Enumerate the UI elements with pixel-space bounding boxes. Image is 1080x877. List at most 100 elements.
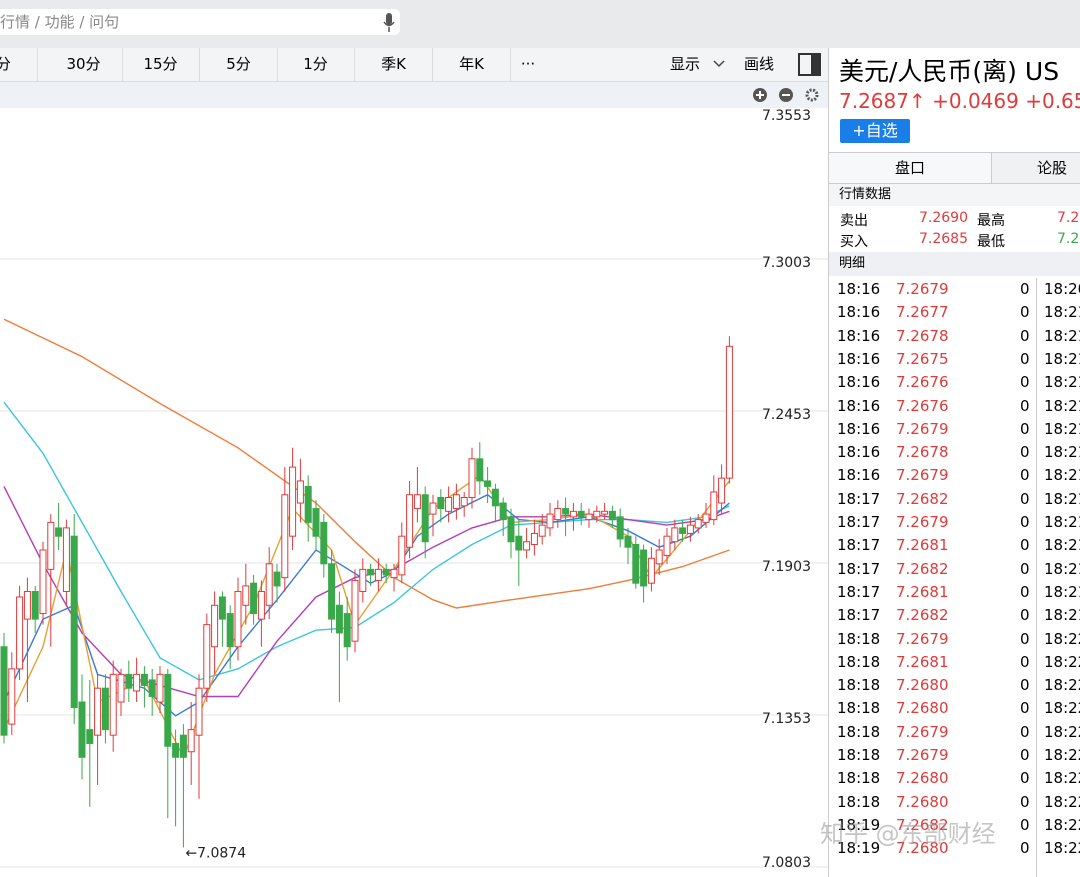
trade-volume: 0 [1020,676,1030,695]
trade-time: 18:21 [1044,443,1080,462]
candle-body [16,596,24,670]
period-tab[interactable]: 15分 [122,48,200,81]
candle-body [460,497,468,507]
trade-time: 18:18 [837,792,881,811]
trade-time: 18:21 [1044,513,1080,531]
period-tab[interactable]: ··· [520,55,536,73]
candle-body [367,568,375,576]
mic-icon[interactable] [382,12,396,34]
candle-body [491,488,499,507]
candle-body [452,494,460,510]
trade-time: 18:17 [837,582,881,601]
trade-time: 18:22 [1044,676,1080,695]
candle-body [31,590,39,620]
candle-body [663,535,671,557]
candle-body [250,582,258,615]
period-tab[interactable]: 30分 [45,48,123,81]
chevron [713,60,725,68]
name: 美元/人民币(离) [839,57,1017,86]
y-tick-label: 7.2453 [762,407,811,423]
candle-body [476,458,484,482]
trade-time: 18:16 [837,303,881,322]
candle-body [273,571,281,587]
candle-body [179,734,187,758]
price: 7.2687↑ [839,89,926,113]
trade-volume: 0 [1020,629,1030,648]
trade-time: 18:18 [837,769,881,788]
trade-price: 7.2681 [896,582,949,601]
display-menu[interactable]: 显示 [670,55,701,73]
trade-time: 18:21 [1044,466,1080,485]
code: US [1024,57,1060,86]
candle-body [640,549,648,587]
price-line: 7.2687↑ +0.0469 +0.65% [839,89,1080,113]
tab[interactable]: 盘口 [829,153,992,183]
quote-label: 最低 [977,234,1005,250]
divider [1036,278,1037,877]
trade-price: 7.2679 [896,513,949,531]
trade-volume: 0 [1020,792,1030,811]
trade-volume: 0 [1020,349,1030,368]
trade-time: 18:22 [1044,769,1080,788]
trade-volume: 0 [1020,582,1030,601]
candle-body [242,585,250,606]
y-tick-label: 7.0803 [762,855,811,871]
panel-toggle[interactable] [798,53,822,77]
candle-body [421,494,429,543]
candle-body [554,508,562,521]
trade-price: 7.2679 [896,280,949,298]
trade-time: 18:21 [1044,489,1080,508]
search-box[interactable]: 行情 / 功能 / 问句 [0,9,400,35]
zoom-icons[interactable] [752,86,822,104]
candle-body [281,494,289,579]
candle-body [312,508,320,537]
trade-time: 18:16 [837,326,881,345]
instrument-name: 美元/人民币(离) US [839,52,1059,88]
candle-body [304,485,312,523]
period-tab[interactable]: 季K [355,48,433,81]
trade-time: 18:22 [1044,722,1080,741]
toolbar: 0分30分15分5分1分季K年K ··· 显示 画线 [0,48,828,82]
trade-volume: 0 [1020,559,1030,578]
candle-body [515,535,523,551]
trade-volume: 0 [1020,373,1030,392]
trade-price: 7.2679 [896,746,949,764]
y-tick-label: 7.1903 [762,559,811,575]
candle-body [647,557,655,584]
candle-body [624,535,632,548]
trade-price: 7.2679 [896,722,949,741]
trade-volume: 0 [1020,466,1030,485]
candle-body [234,590,242,648]
candle-body [671,527,679,543]
period-tab[interactable]: 0分 [0,48,38,81]
candle-body [437,497,445,510]
candle-body [140,673,148,686]
quote-label: 卖出 [840,213,868,229]
candle-body [694,519,702,529]
trade-volume: 0 [1020,396,1030,415]
candle-body [546,513,554,529]
period-tab[interactable]: 5分 [200,48,278,81]
trade-time: 18:22 [1044,699,1080,718]
trade-volume: 0 [1020,652,1030,671]
trade-time: 18:20 [1044,280,1080,298]
period-tab[interactable]: 1分 [277,48,355,81]
trade-time: 18:22 [1044,792,1080,811]
trade-time: 18:18 [837,652,881,671]
candle-body [94,687,102,736]
tab[interactable]: 论股 [1036,159,1067,177]
candle-body [390,568,398,579]
draw-button[interactable]: 画线 [744,55,775,73]
period-tab[interactable]: 年K [433,48,511,81]
candle-body [507,516,515,543]
add-watchlist-button[interactable]: +自选 [840,119,910,143]
trade-price: 7.2675 [896,349,949,368]
candle-body [593,510,601,518]
trade-time: 18:17 [837,606,881,625]
trade-volume: 0 [1020,606,1030,625]
candle-body [538,524,546,537]
trade-volume: 0 [1020,536,1030,555]
trade-price: 7.2679 [896,629,949,648]
trade-volume: 0 [1020,746,1030,764]
candle-body [289,466,297,537]
